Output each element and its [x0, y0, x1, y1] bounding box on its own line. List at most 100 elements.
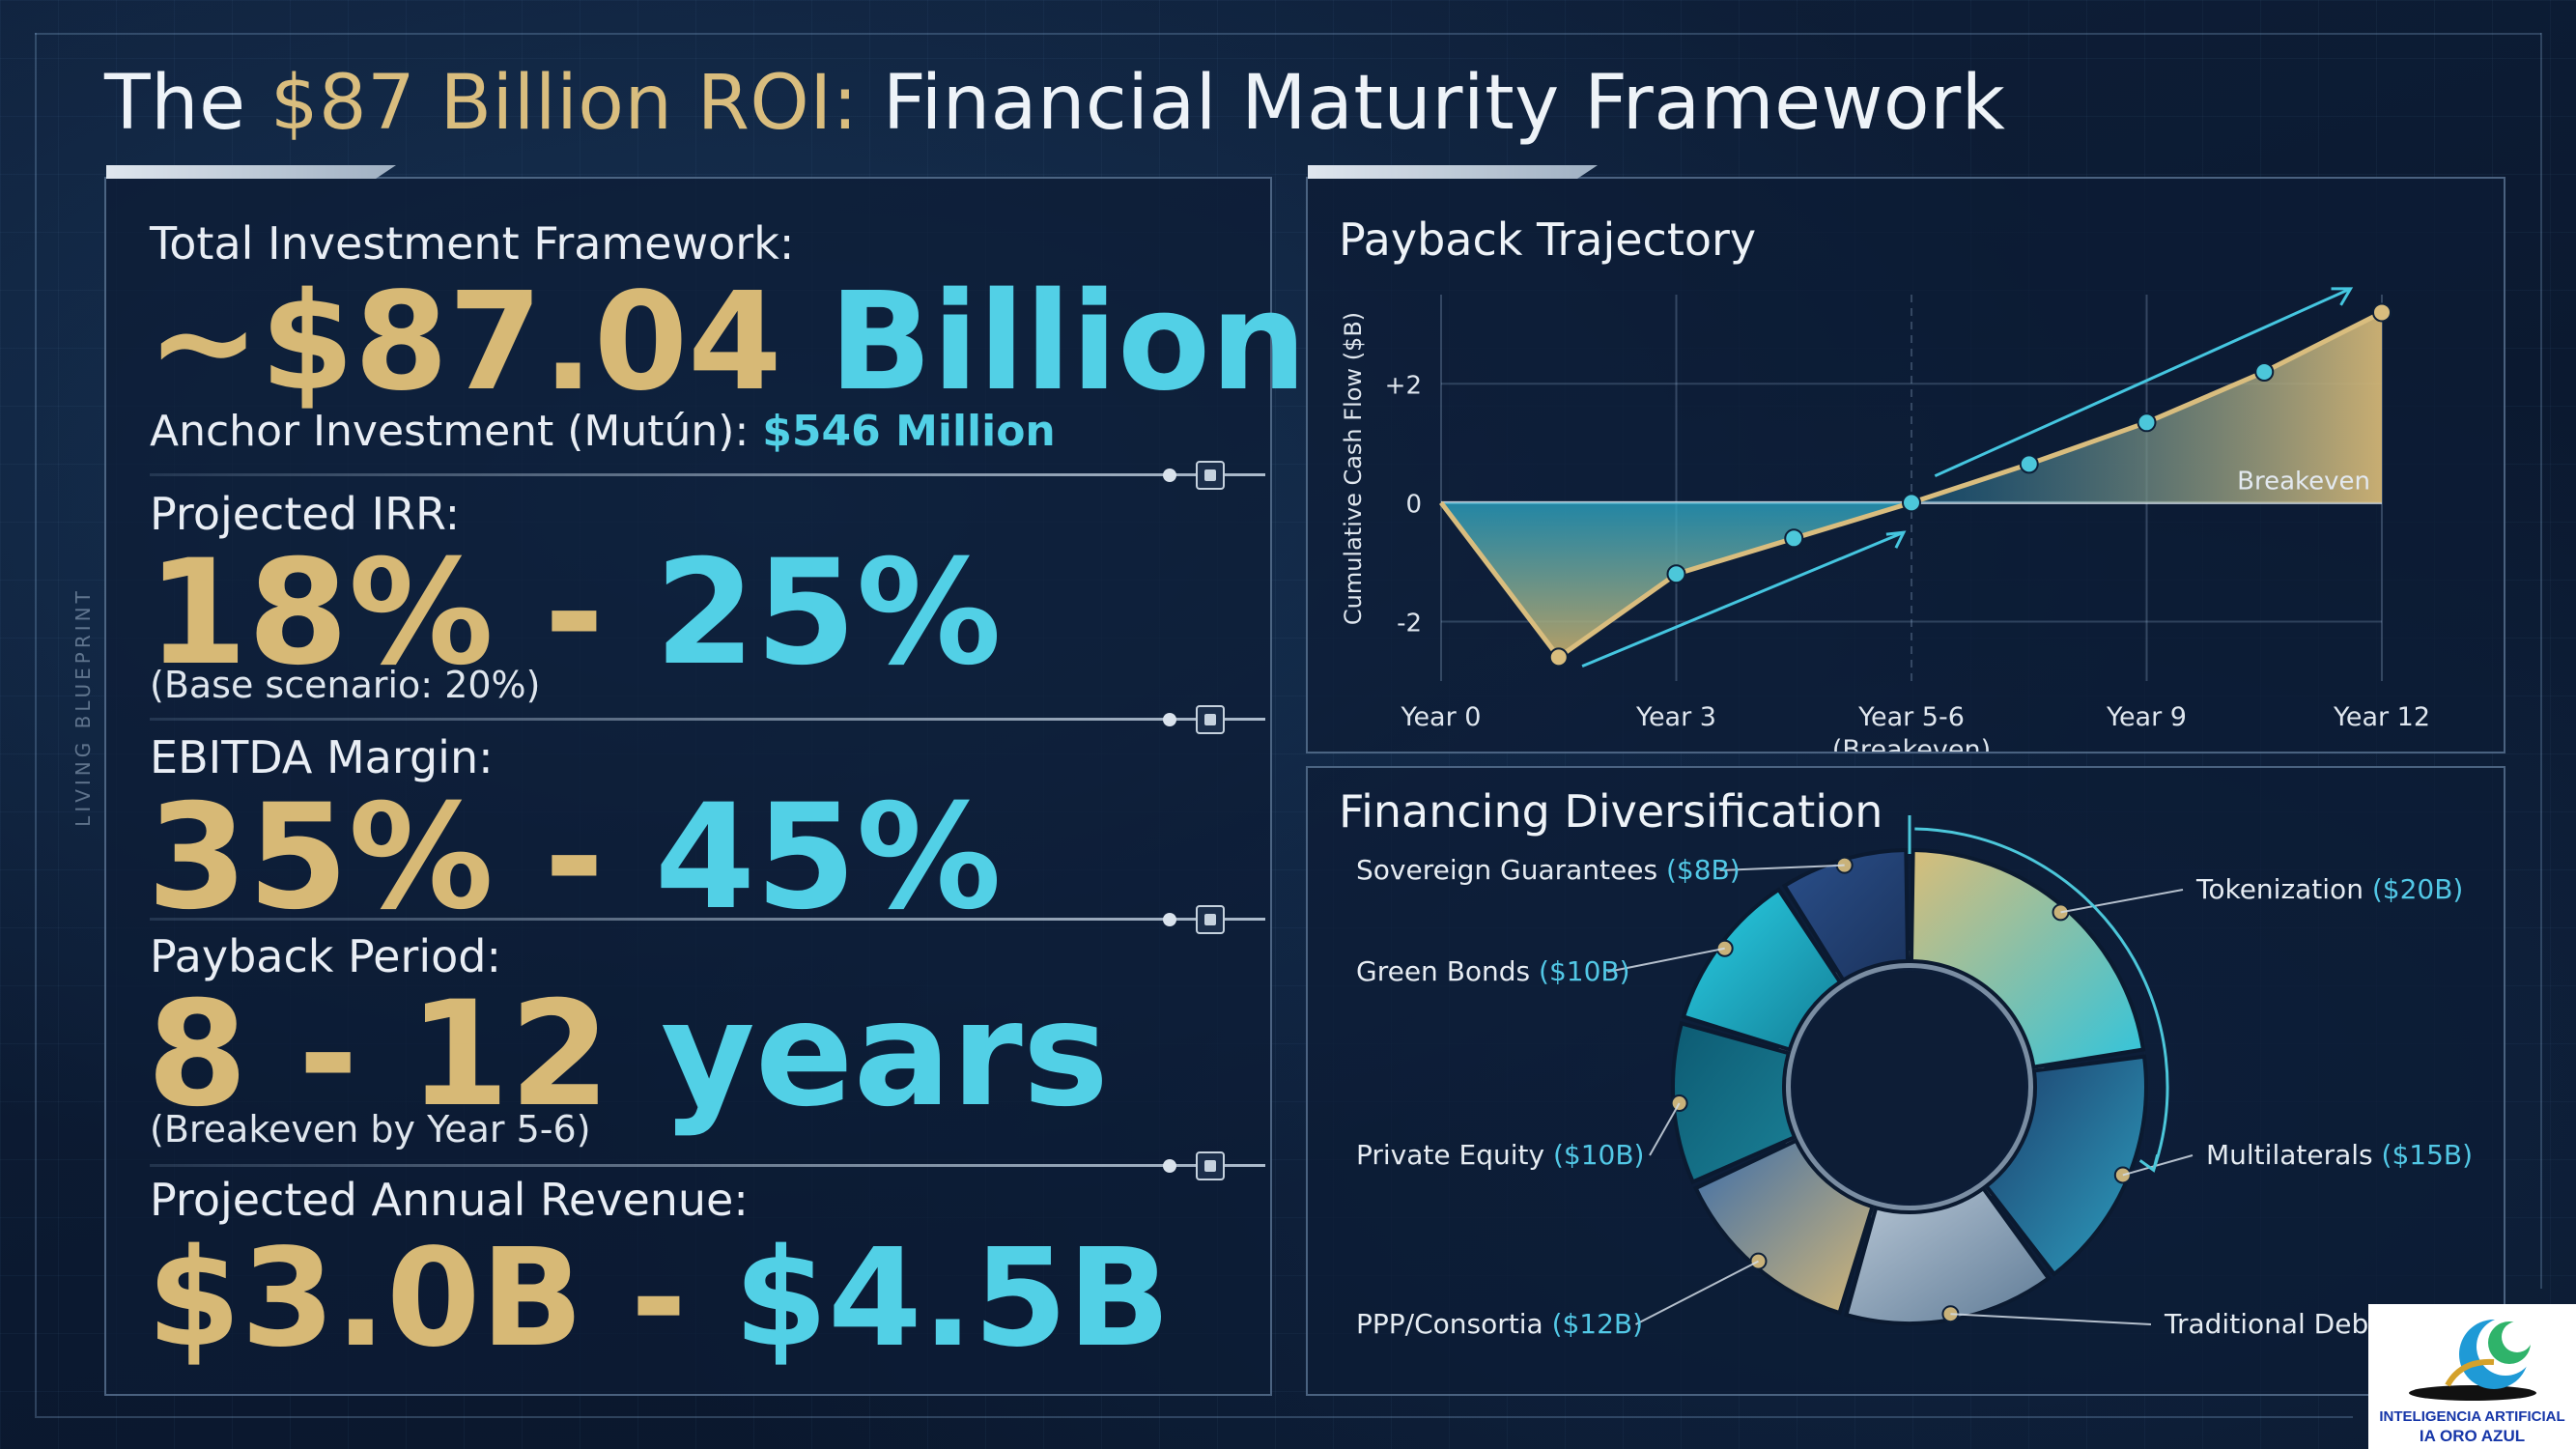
slice-label: PPP/Consortia ($12B): [1356, 1308, 1643, 1340]
slice-label: Tokenization ($20B): [2195, 873, 2463, 905]
separator-node: [1163, 1159, 1176, 1173]
slice-leader-line: [1607, 947, 1725, 973]
ebitda-label: EBITDA Margin:: [150, 731, 494, 783]
separator-node: [1163, 469, 1176, 482]
ebitda-value-cyan: 45%: [654, 774, 1002, 942]
data-point: [1666, 564, 1686, 584]
positive-cashflow-area: [1911, 312, 2382, 503]
x-tick-label: Year 9: [2106, 702, 2187, 732]
x-tick-label: Year 5-6: [1857, 702, 1965, 732]
irr-value-gold: 18% -: [147, 529, 655, 697]
payback-value-cyan: years: [661, 971, 1110, 1139]
panel-tab: [106, 165, 396, 179]
investment-value-cyan: Billion: [781, 264, 1307, 421]
slice-label-name: Green Bonds: [1356, 955, 1539, 987]
anchor-investment-label: Anchor Investment (Mutún):: [150, 407, 763, 456]
lock-icon: [1196, 461, 1225, 490]
title-prefix: The: [104, 60, 270, 147]
financing-chart-title: Financing Diversification: [1339, 785, 1883, 838]
slice-leader-line: [1719, 864, 1845, 871]
rotation-arrowhead: [2138, 1153, 2160, 1173]
slice-label: Multilaterals ($15B): [2206, 1139, 2473, 1171]
irr-note: (Base scenario: 20%): [150, 664, 541, 706]
anchor-investment-value: $546 Million: [762, 407, 1056, 456]
slice-leader-line: [1950, 1313, 2152, 1325]
network-icon: [1196, 705, 1225, 734]
y-axis-label: Cumulative Cash Flow ($B): [1340, 312, 1367, 625]
investment-value: ~$87.04 Billion: [147, 275, 1307, 411]
metrics-panel: Total Investment Framework: ~$87.04 Bill…: [104, 165, 1307, 1396]
payback-value-gold: 8 - 12: [147, 971, 662, 1139]
payback-chart: +2 0 -2 Cumulative Cash Flow ($B) Breakeven Y…: [1340, 287, 2430, 752]
slice-label-amount: ($10B): [1539, 955, 1630, 987]
data-point: [2372, 302, 2392, 323]
separator: [150, 918, 1265, 921]
trend-arrowhead-upper: [2331, 287, 2354, 306]
donut-slice: [1671, 1021, 1798, 1185]
x-tick-label: Year 12: [2333, 702, 2430, 732]
donut-slice: [1909, 847, 2146, 1069]
slice-leader-line: [2060, 889, 2184, 914]
payback-note: (Breakeven by Year 5-6): [150, 1108, 591, 1151]
slice-label-name: Multilaterals: [2206, 1139, 2382, 1171]
page-title: The $87 Billion ROI: Financial Maturity …: [104, 60, 2005, 147]
side-label: LIVING BLUEPRINT: [71, 587, 95, 827]
payback-panel: Payback Trajectory +2 0 -2 Cumulative Cash …: [1306, 165, 2505, 753]
frame-line-left: [35, 33, 37, 1416]
ebitda-value-gold: 35% -: [147, 774, 655, 942]
title-highlight: $87 Billion ROI:: [269, 60, 859, 147]
x-tick-label: Year 0: [1401, 702, 1482, 732]
frame-line-top: [35, 33, 2541, 35]
irr-value: 18% - 25%: [147, 541, 1002, 686]
irr-label: Projected IRR:: [150, 488, 461, 540]
payback-value: 8 - 12 years: [147, 982, 1109, 1127]
investment-label: Total Investment Framework:: [150, 217, 795, 270]
revenue-value-gold: $3.0B -: [147, 1220, 734, 1378]
donut-slice: [1781, 847, 1911, 983]
slice-label-amount: ($20B): [2372, 873, 2464, 905]
slice-label-name: Tokenization: [2195, 873, 2372, 905]
data-point: [2137, 412, 2157, 433]
irr-value-cyan: 25%: [654, 529, 1002, 697]
data-point: [1784, 528, 1804, 549]
donut-slice: [1681, 887, 1843, 1053]
slice-leader-line: [2122, 1154, 2194, 1177]
frame-line-right: [2540, 33, 2542, 1289]
financing-donut-chart: Tokenization ($20B) Multilaterals ($15B) T…: [1356, 815, 2473, 1340]
x-tick-sublabel: (Breakeven): [1832, 735, 1991, 752]
breakeven-annotation: Breakeven: [2237, 467, 2370, 496]
rotation-arrow: [1914, 827, 2169, 1171]
slice-label-name: Sovereign Guarantees: [1356, 854, 1666, 886]
y-tick-label: 0: [1405, 490, 1422, 519]
slice-label: Green Bonds ($10B): [1356, 955, 1630, 987]
bank-icon: [1196, 905, 1225, 934]
slice-label-amount: ($12B): [1552, 1308, 1644, 1340]
slice-label-name: Traditional Debt: [2164, 1308, 2379, 1340]
logo-text-line2: IA ORO AZUL: [2419, 1427, 2526, 1445]
financing-panel: Financing Diversification Tokenization (…: [1306, 766, 2505, 1396]
slice-label-amount: ($15B): [2382, 1139, 2474, 1171]
y-tick-label: -2: [1397, 609, 1422, 638]
logo-text-line1: INTELIGENCIA ARTIFICIAL: [2379, 1408, 2565, 1425]
donut-slice: [1844, 1185, 2052, 1325]
data-point: [1548, 647, 1569, 668]
donut-slice: [1693, 1138, 1876, 1316]
separator: [150, 473, 1265, 476]
panel-tab: [1308, 165, 1598, 179]
logo-mark: [2409, 1318, 2536, 1401]
frame-line-bottom: [35, 1416, 2353, 1418]
payback-chart-title: Payback Trajectory: [1339, 213, 1757, 266]
revenue-value-cyan: $4.5B: [733, 1220, 1171, 1378]
y-tick-label: +2: [1385, 371, 1422, 400]
slice-leader-line: [1649, 1102, 1681, 1156]
slice-label: Traditional Debt: [2164, 1308, 2379, 1340]
trend-arrow-lower: [1581, 530, 1905, 668]
revenue-value: $3.0B - $4.5B: [147, 1232, 1171, 1367]
ebitda-value: 35% - 45%: [147, 785, 1002, 930]
separator-node: [1163, 913, 1176, 926]
trend-arrowhead-lower: [1885, 530, 1907, 549]
data-point: [2019, 454, 2039, 474]
title-suffix: Financial Maturity Framework: [858, 60, 2006, 147]
slice-label-amount: ($10B): [1553, 1139, 1645, 1171]
